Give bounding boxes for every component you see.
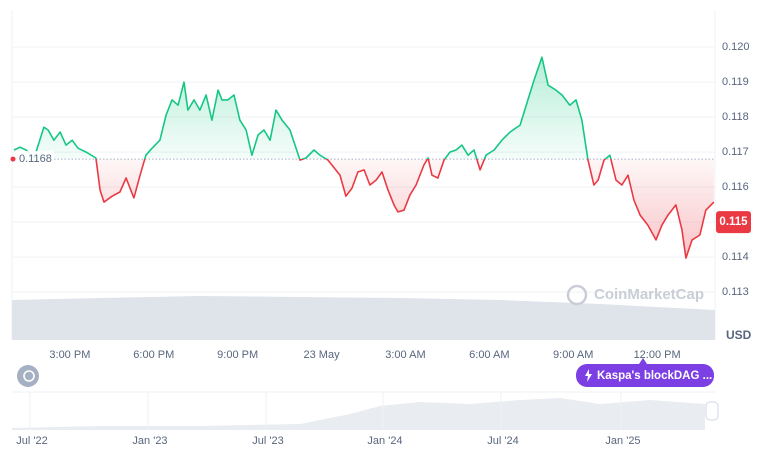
current-price-label: 0.115 [719,216,748,228]
x-tick-label: 6:00 AM [469,349,509,361]
navigator-label: Jul '23 [252,435,283,447]
plot [12,46,715,293]
y-tick-label: 0.114 [722,251,749,263]
navigator-handle[interactable] [705,401,719,421]
watermark: CoinMarketCap [594,286,704,303]
price-area [14,57,714,259]
current-price-box [716,211,751,234]
badge-pointer [639,358,647,364]
y-tick-label: 0.120 [722,41,750,53]
navigator-label: Jan '24 [367,435,402,447]
x-tick-label: 9:00 PM [217,349,258,361]
y-tick-label: 0.119 [722,76,749,88]
navigator-label: Jul '24 [487,435,518,447]
navigator-label: Jul '22 [16,435,47,447]
x-tick-label: 3:00 PM [49,349,90,361]
navigator-label: Jan '25 [605,435,640,447]
price-line [13,56,715,259]
x-tick-label: 6:00 PM [133,349,174,361]
history-icon [23,370,35,382]
unit-label: USD [726,328,752,342]
baseline-label: 0.1168 [19,153,52,165]
x-tick-label: 12:00 PM [634,349,681,361]
badge-text: Kaspa's blockDAG ... [597,370,712,382]
navigator-area [12,398,705,430]
baseline-marker [10,156,16,162]
y-tick-label: 0.117 [722,146,749,158]
y-tick-label: 0.118 [722,111,749,123]
badge-icon [585,369,592,382]
history-button[interactable] [17,365,39,387]
x-tick-label: 9:00 AM [553,349,593,361]
navigator-label: Jan '23 [132,435,167,447]
x-tick-label: 3:00 AM [385,349,425,361]
volume-band [12,296,715,340]
navigator: Jul '22 Jan '23 Jul '23 Jan '24 Jul '24 Jan '… [16,392,641,447]
watermark-logo [566,284,588,306]
y-tick-label: 0.113 [722,286,749,298]
y-tick-label: 0.116 [722,181,749,193]
baseline-label-bg [14,151,54,167]
x-tick-label: 23 May [304,349,341,361]
news-badge[interactable] [576,364,714,387]
